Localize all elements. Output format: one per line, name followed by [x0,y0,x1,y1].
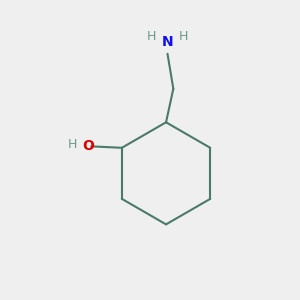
Text: O: O [82,140,94,153]
Text: N: N [162,35,173,49]
Text: H: H [68,138,77,152]
Text: H: H [179,30,188,43]
Text: H: H [147,30,156,43]
